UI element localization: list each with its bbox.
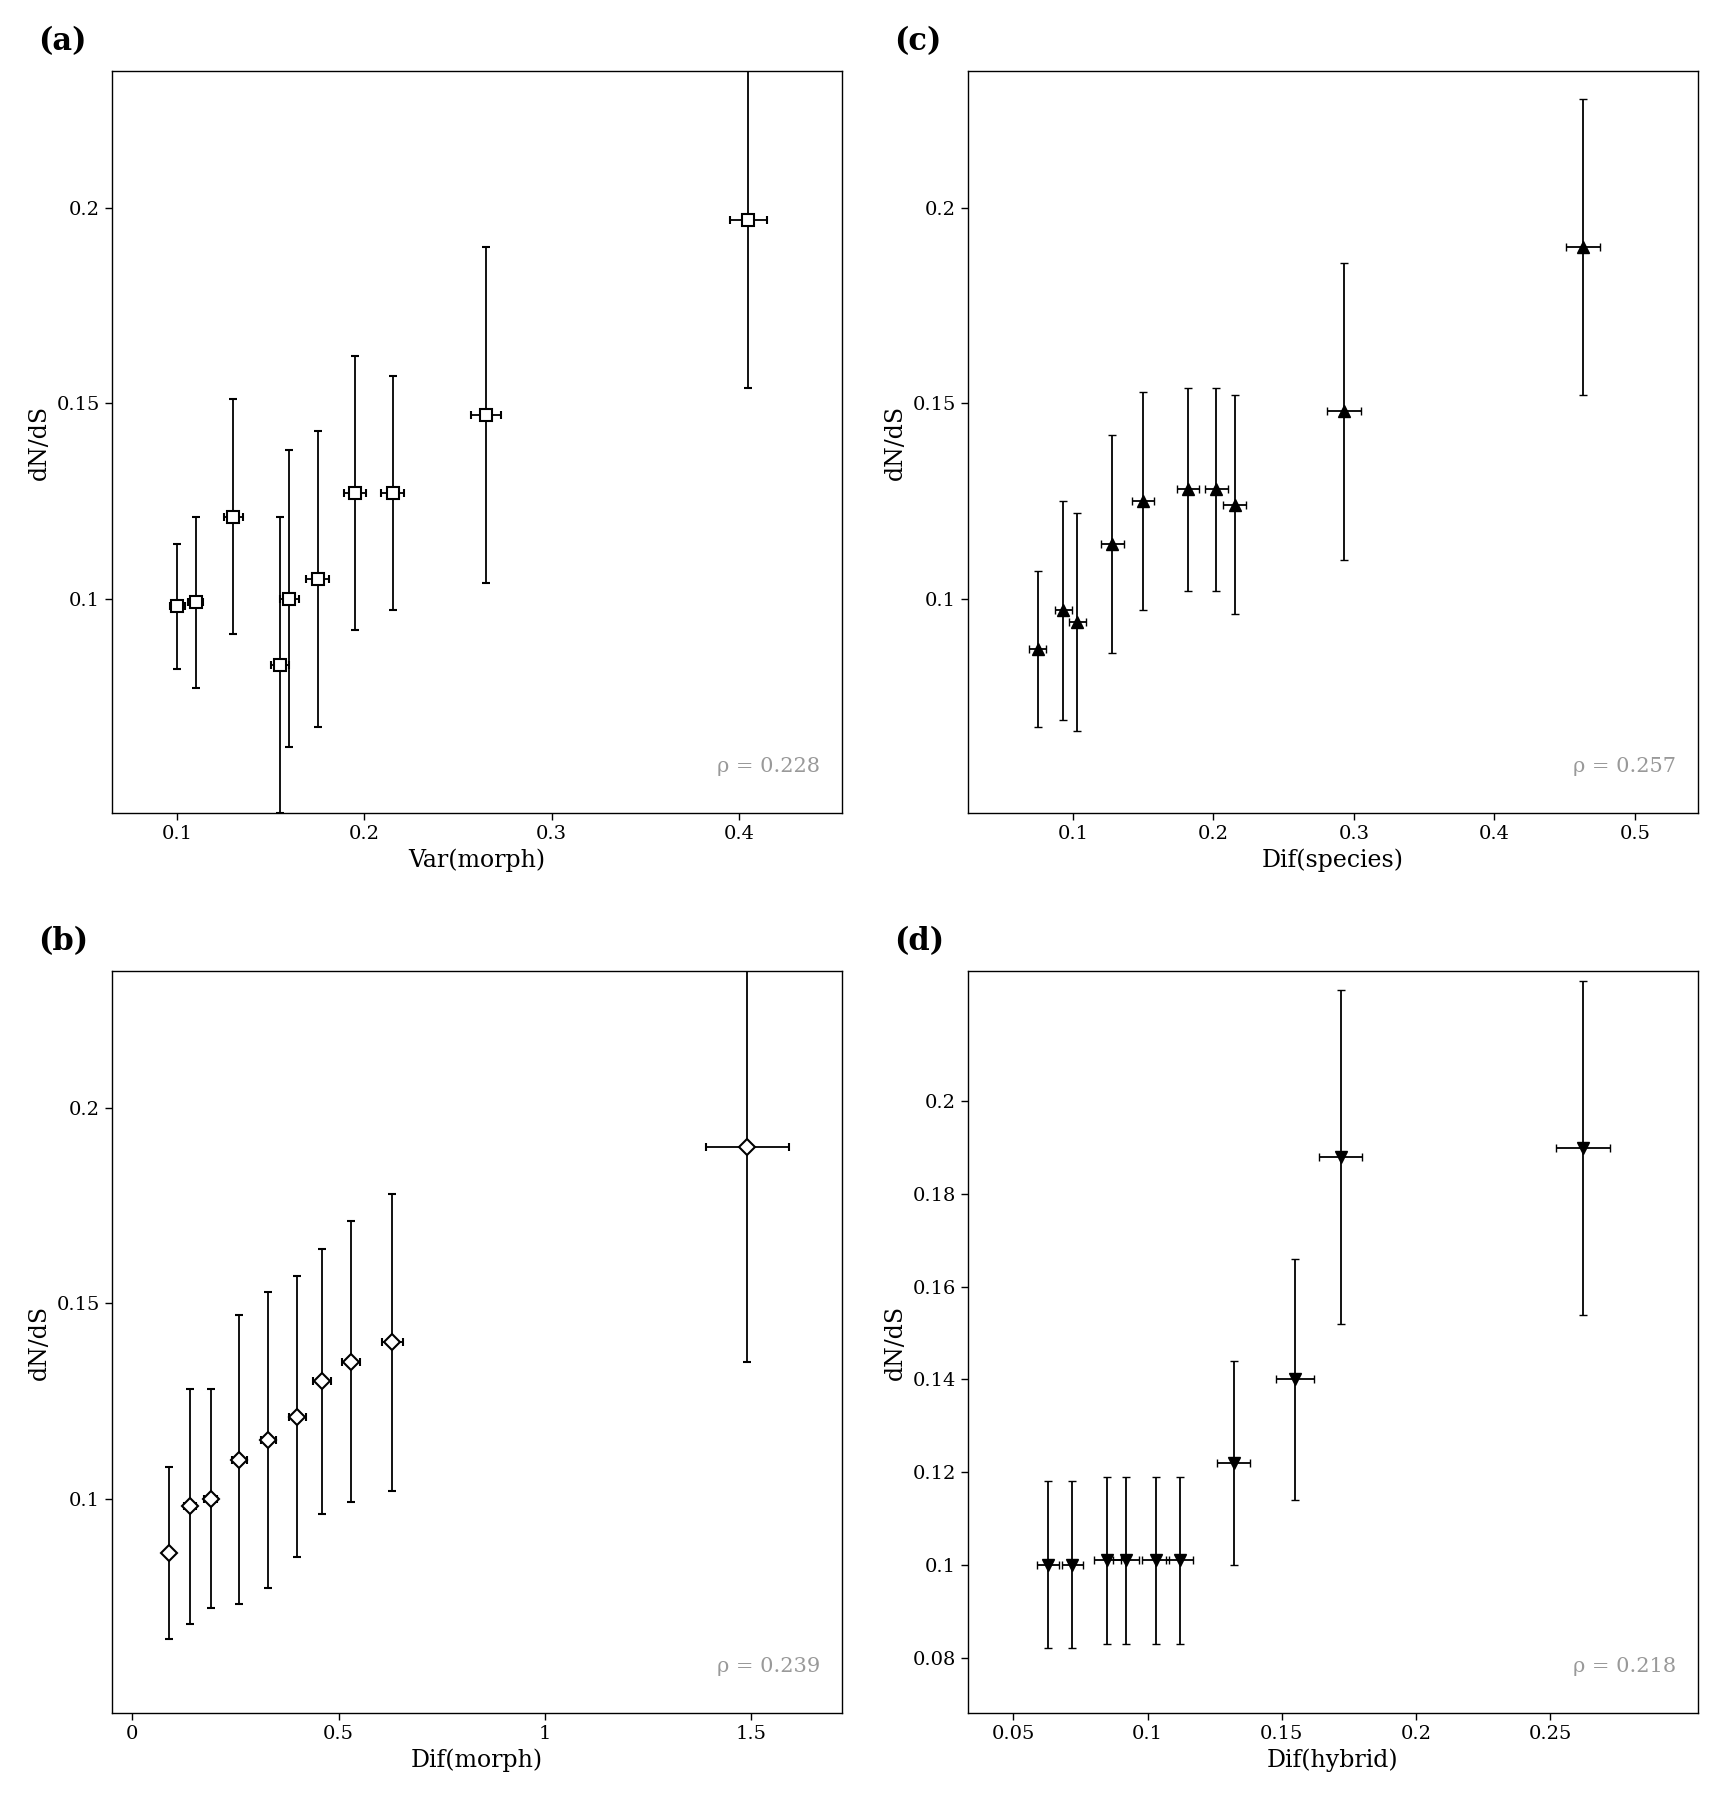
Text: (b): (b)	[38, 925, 88, 956]
Text: ρ = 0.239: ρ = 0.239	[716, 1658, 820, 1676]
Y-axis label: dN/dS: dN/dS	[884, 405, 906, 481]
X-axis label: Var(morph): Var(morph)	[409, 848, 545, 873]
Y-axis label: dN/dS: dN/dS	[28, 405, 50, 481]
Y-axis label: dN/dS: dN/dS	[884, 1305, 906, 1381]
X-axis label: Dif(species): Dif(species)	[1262, 848, 1403, 873]
Text: ρ = 0.228: ρ = 0.228	[718, 758, 820, 776]
Text: ρ = 0.257: ρ = 0.257	[1574, 758, 1676, 776]
X-axis label: Dif(morph): Dif(morph)	[411, 1748, 544, 1773]
X-axis label: Dif(hybrid): Dif(hybrid)	[1267, 1748, 1398, 1773]
Y-axis label: dN/dS: dN/dS	[28, 1305, 50, 1381]
Text: (a): (a)	[38, 25, 86, 56]
Text: ρ = 0.218: ρ = 0.218	[1572, 1658, 1676, 1676]
Text: (d): (d)	[894, 925, 944, 956]
Text: (c): (c)	[894, 25, 942, 56]
